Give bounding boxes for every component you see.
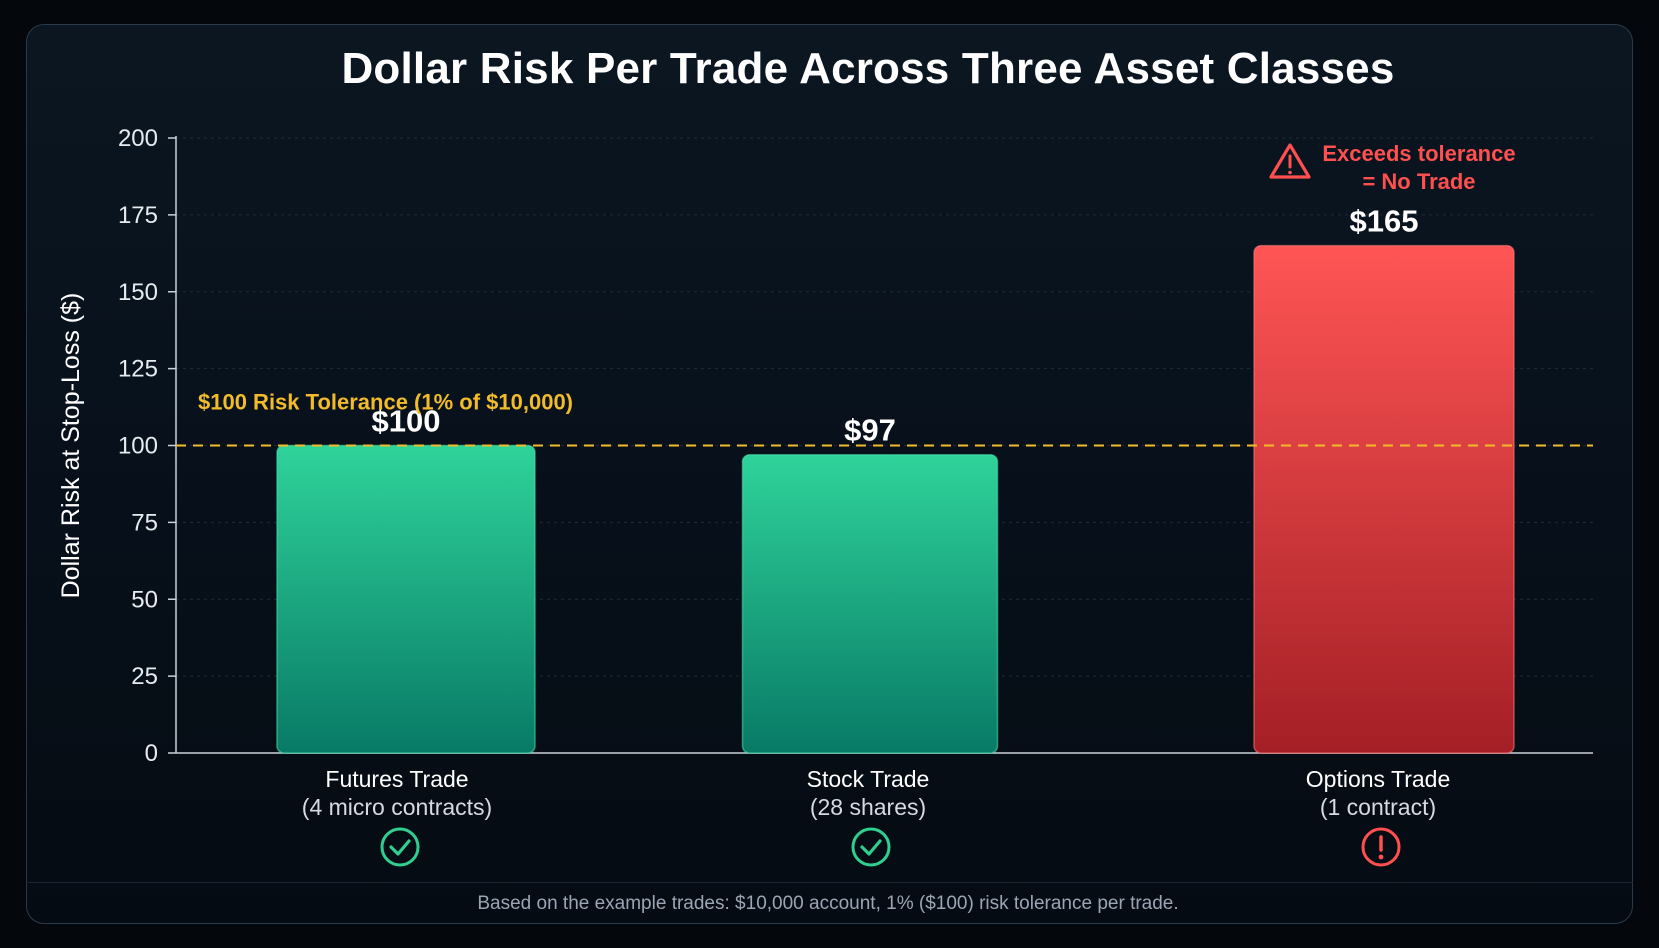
footer-divider	[26, 882, 1633, 883]
warning-triangle-icon	[1269, 143, 1311, 179]
y-tick-label: 50	[131, 586, 158, 613]
y-tick-label: 75	[131, 509, 158, 536]
x-tick-label: Futures Trade	[325, 766, 468, 792]
y-tick-label: 25	[131, 663, 158, 690]
bar-group-2: $97	[741, 413, 999, 754]
footnote: Based on the example trades: $10,000 acc…	[477, 893, 1179, 914]
bar-value-label: $97	[844, 413, 896, 448]
y-tick-label: 175	[118, 202, 158, 229]
chart-title: Dollar Risk Per Trade Across Three Asset…	[341, 44, 1395, 93]
check-circle-icon	[851, 827, 891, 867]
y-tick-label: 150	[118, 279, 158, 306]
check-circle-icon	[380, 827, 420, 867]
bar-value-label: $165	[1350, 204, 1419, 239]
x-tick-sublabel: (4 micro contracts)	[302, 794, 492, 820]
x-tick-sublabel: (28 shares)	[810, 794, 926, 820]
bar-group-3: $165	[1253, 204, 1515, 754]
bar-1	[276, 444, 536, 754]
y-tick-label: 200	[118, 125, 158, 152]
x-tick-label: Options Trade	[1306, 766, 1450, 792]
y-axis-label: Dollar Risk at Stop-Loss ($)	[57, 293, 85, 599]
y-tick-label: 0	[145, 740, 158, 767]
y-tick-label: 125	[118, 356, 158, 383]
exceeds-tolerance-annotation: Exceeds tolerance = No Trade	[1269, 141, 1516, 194]
annotation-line-1: Exceeds tolerance	[1322, 141, 1515, 166]
bar-value-label: $100	[372, 404, 441, 439]
y-tick-label: 100	[118, 433, 158, 460]
x-tick-sublabel: (1 contract)	[1320, 794, 1436, 820]
exclamation-circle-icon	[1361, 827, 1401, 867]
x-tick-label: Stock Trade	[807, 766, 930, 792]
bar-2	[741, 453, 999, 754]
bar-group-1: $100	[276, 404, 536, 754]
bar-3	[1253, 244, 1515, 754]
risk-tolerance-label: $100 Risk Tolerance (1% of $10,000)	[198, 390, 573, 415]
annotation-line-2: = No Trade	[1362, 169, 1475, 194]
